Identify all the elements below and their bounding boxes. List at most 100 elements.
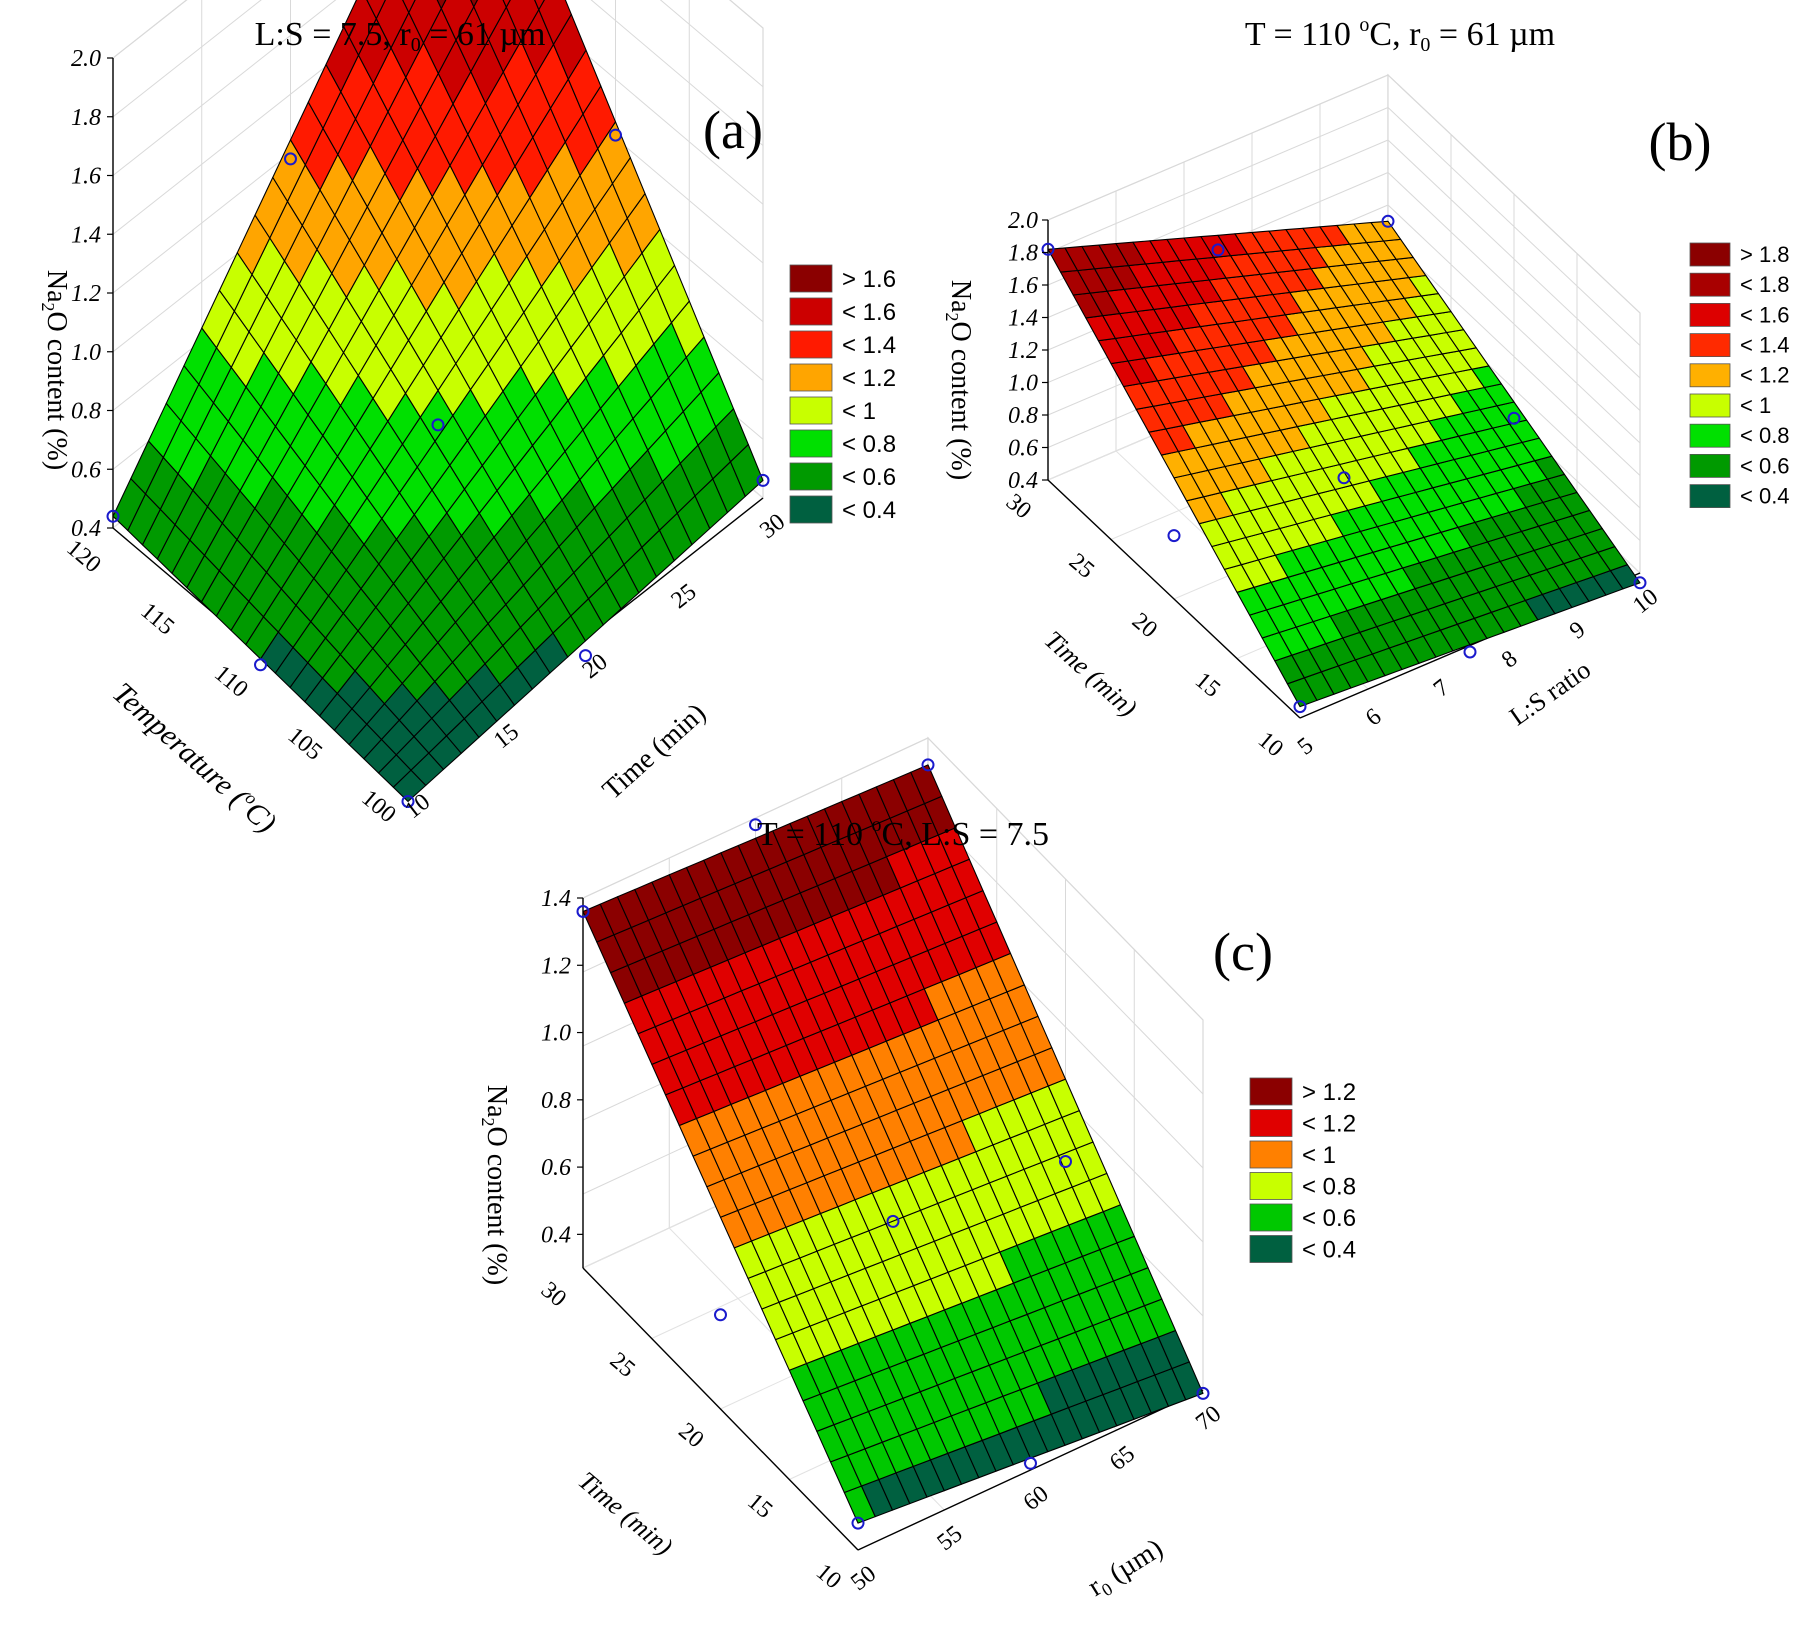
legend-swatch xyxy=(789,495,833,524)
surface-cell xyxy=(408,0,442,44)
legend-swatch xyxy=(1249,1109,1293,1137)
surface-cell xyxy=(502,0,511,8)
legend-swatch xyxy=(1249,1172,1293,1200)
legend-label: < 1 xyxy=(1740,393,1771,418)
legend-label: > 1.6 xyxy=(842,266,896,293)
legend-label: < 1 xyxy=(1302,1142,1336,1169)
x-tick-label: 55 xyxy=(933,1521,968,1556)
z-tick-label: 0.8 xyxy=(541,1088,571,1114)
surface-cell xyxy=(343,0,377,56)
z-tick-label: 2.0 xyxy=(1008,208,1038,234)
panel-a-x-axis-label: Time (min) xyxy=(597,698,712,806)
legend-label: < 0.8 xyxy=(842,431,896,458)
y-tick-label: 110 xyxy=(209,660,253,702)
legend-label: < 1.2 xyxy=(842,365,896,392)
panel-b: 5 6 7 8 9 10 10 15 20 25 300.4 0.6 0.8 1.0 1.2 1.4 1.6 1.… xyxy=(942,14,1790,762)
z-tick-label: 1.2 xyxy=(541,953,571,979)
legend-label: > 1.2 xyxy=(1302,1079,1356,1106)
y-tick-label: 10 xyxy=(1253,727,1288,762)
design-point xyxy=(401,795,415,808)
design-point xyxy=(1293,700,1307,714)
x-tick-label: 65 xyxy=(1105,1441,1140,1476)
z-tick-label: 1.0 xyxy=(71,340,101,366)
z-tick-label: 0.4 xyxy=(71,516,101,542)
design-point xyxy=(921,758,935,772)
surface-cell xyxy=(473,0,507,40)
panel-c-label: (c) xyxy=(1213,922,1273,982)
legend-label: < 1.2 xyxy=(1740,363,1790,388)
legend-swatch xyxy=(789,297,833,326)
z-tick-label: 1.4 xyxy=(541,886,571,912)
panel-c-y-axis-label: Time (min) xyxy=(573,1466,679,1561)
legend-label: < 0.8 xyxy=(1740,423,1790,448)
panel-a-legend: > 1.6 < 1.6 < 1.4 < 1.2 < 1 < 0.8 < 0.6 < 0.4 xyxy=(789,264,896,524)
legend-label: < 0.6 xyxy=(842,464,896,491)
legend-swatch xyxy=(789,330,833,359)
design-point xyxy=(1196,1386,1210,1400)
y-tick-label: 30 xyxy=(1001,489,1036,524)
x-tick-label: 25 xyxy=(667,579,702,614)
z-tick-label: 0.6 xyxy=(541,1155,571,1181)
legend-label: < 0.4 xyxy=(1302,1237,1356,1264)
y-axis-line xyxy=(582,1267,859,1551)
legend-label: < 0.4 xyxy=(842,497,896,524)
design-point xyxy=(576,905,590,918)
legend-label: < 0.8 xyxy=(1302,1174,1356,1201)
legend-swatch xyxy=(1249,1077,1293,1106)
panel-a-design-points xyxy=(106,128,770,808)
z-tick-label: 1.0 xyxy=(1008,371,1038,397)
surface-cell xyxy=(470,0,478,8)
legend-swatch xyxy=(1689,272,1731,297)
z-tick-label: 0.8 xyxy=(71,399,101,425)
design-point xyxy=(431,418,445,432)
legend-label: < 1.4 xyxy=(1740,332,1790,357)
design-point xyxy=(1059,1155,1072,1168)
z-tick-label: 1.4 xyxy=(71,222,101,248)
legend-label: < 0.6 xyxy=(1740,453,1790,478)
y-tick-label: 100 xyxy=(356,785,400,828)
legend-label: < 1.6 xyxy=(842,299,896,326)
y-tick-label: 10 xyxy=(811,1559,846,1594)
design-point xyxy=(1167,529,1181,543)
design-point xyxy=(756,473,770,487)
panel-b-design-points xyxy=(1041,214,1647,714)
y-axis-line xyxy=(1047,479,1301,719)
design-point xyxy=(284,152,297,166)
x-tick-label: 70 xyxy=(1191,1401,1226,1436)
surface-cell xyxy=(440,0,475,41)
panel-b-legend: > 1.8 < 1.8 < 1.6 < 1.4 < 1.2 < 1 < 0.8 < 0.6 < … xyxy=(1689,242,1790,509)
legend-swatch xyxy=(1689,484,1731,509)
panel-b-z-axis-label: Na2O content (%) xyxy=(942,280,976,480)
legend-swatch xyxy=(1249,1235,1293,1263)
x-tick-label: 50 xyxy=(846,1561,881,1596)
legend-label: < 0.6 xyxy=(1302,1205,1356,1232)
z-tick-label: 0.6 xyxy=(71,457,101,483)
panel-b-label: (b) xyxy=(1649,112,1712,172)
surface-cell xyxy=(1370,220,1402,242)
z-tick-label: 1.2 xyxy=(1008,338,1038,364)
legend-swatch xyxy=(789,264,833,293)
panel-c-legend: > 1.2 < 1.2 < 1 < 0.8 < 0.6 < 0.4 xyxy=(1249,1077,1356,1264)
surface-cell xyxy=(402,0,416,14)
panel-a-title: L:S = 7.5, r0 = 61 µm xyxy=(255,16,546,56)
x-tick-label: 8 xyxy=(1497,646,1522,674)
z-tick-label: 1.4 xyxy=(1008,306,1038,332)
design-point xyxy=(1463,645,1477,659)
legend-label: < 1.6 xyxy=(1740,302,1790,327)
legend-label: < 1 xyxy=(842,398,876,425)
x-tick-label: 10 xyxy=(1628,584,1663,619)
z-tick-label: 0.6 xyxy=(1008,436,1038,462)
surface-cell xyxy=(505,0,540,42)
design-point xyxy=(1507,411,1521,425)
y-tick-label: 15 xyxy=(1190,667,1225,702)
legend-swatch xyxy=(1689,302,1731,327)
legend-swatch xyxy=(1249,1140,1293,1169)
legend-swatch xyxy=(1689,393,1731,418)
panel-a-z-axis-label: Na2O content (%) xyxy=(38,270,72,470)
design-point xyxy=(254,658,267,672)
design-point xyxy=(886,1214,900,1228)
legend-label: < 0.4 xyxy=(1740,483,1790,508)
z-tick-label: 0.4 xyxy=(541,1222,571,1248)
surface-cell xyxy=(538,0,572,45)
